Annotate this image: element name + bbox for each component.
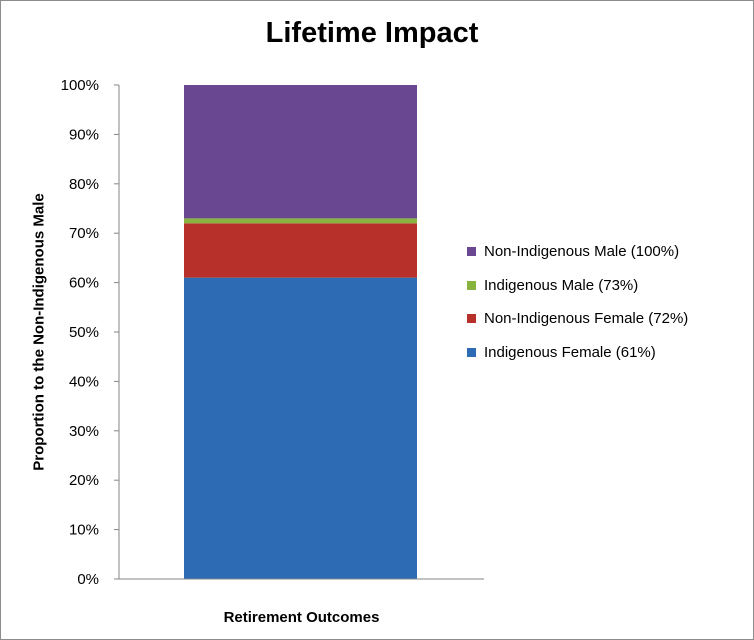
legend-item: Non-Indigenous Male (100%): [467, 235, 688, 269]
bar-segment-0: [184, 277, 417, 579]
y-tick-label: 80%: [69, 176, 99, 193]
legend-label: Indigenous Male (73%): [484, 276, 639, 294]
legend-label: Non-Indigenous Male (100%): [484, 243, 680, 261]
y-tick-label: 20%: [69, 472, 99, 489]
x-axis-title: Retirement Outcomes: [223, 609, 380, 626]
y-tick-label: 90%: [69, 126, 99, 143]
legend-item: Non-Indigenous Female (72%): [467, 302, 688, 336]
legend-swatch: [467, 280, 476, 290]
y-tick-label: 60%: [69, 275, 99, 292]
legend-swatch: [467, 347, 476, 357]
legend-item: Indigenous Male (73%): [467, 269, 688, 303]
bar-segment-3: [184, 85, 417, 219]
y-tick-label: 40%: [69, 373, 99, 390]
y-tick-label: 50%: [69, 324, 99, 341]
legend-item: Indigenous Female (61%): [467, 336, 688, 370]
legend-label: Non-Indigenous Female (72%): [484, 310, 689, 328]
legend-swatch: [467, 247, 476, 257]
y-tick-label: 30%: [69, 423, 99, 440]
bar-segment-2: [184, 218, 417, 224]
bar-segment-1: [184, 223, 417, 278]
legend-swatch: [467, 314, 476, 324]
legend: Non-Indigenous Male (100%) Indigenous Mal…: [467, 235, 688, 369]
chart-title: Lifetime Impact: [265, 17, 479, 49]
y-tick-label: 100%: [61, 77, 99, 94]
y-tick-label: 10%: [69, 522, 99, 539]
y-tick-label: 70%: [69, 225, 99, 242]
legend-label: Indigenous Female (61%): [484, 343, 656, 361]
y-tick-label: 0%: [77, 571, 99, 588]
